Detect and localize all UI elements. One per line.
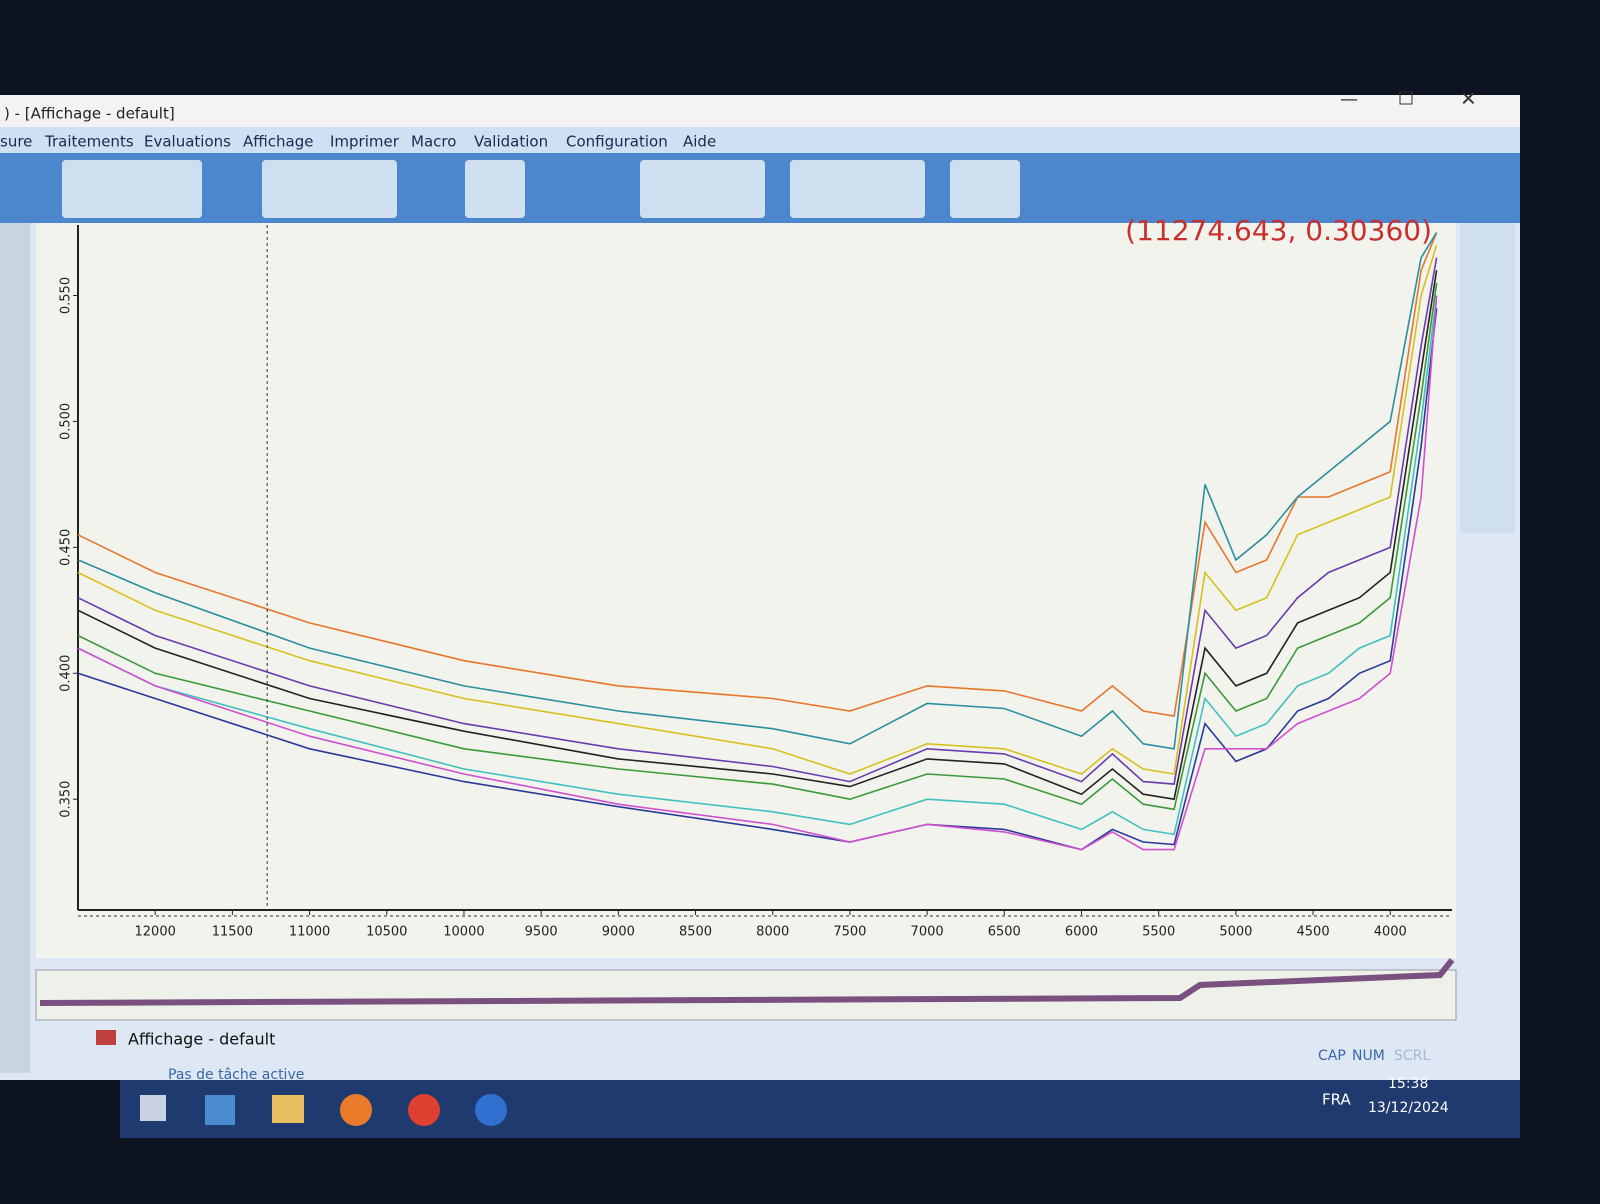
cursor-readout: (11274.643, 0.30360): [1125, 214, 1432, 247]
title-bar: [0, 95, 1520, 127]
overview-strip: [35, 969, 1457, 1021]
tool-group[interactable]: [262, 160, 397, 218]
x-tick-label: 4000: [1374, 925, 1407, 940]
status-scrl: SCRL: [1394, 1048, 1430, 1064]
tool-group[interactable]: [790, 160, 925, 218]
x-tick-label: 9000: [602, 925, 635, 940]
spectrum-line: [77, 282, 1438, 811]
y-tick-label: 0.500: [59, 403, 74, 440]
x-tick-label: 12000: [135, 925, 176, 940]
overview-trace: [39, 958, 1455, 1006]
taskbar: [120, 1080, 1520, 1138]
spectrum-line: [77, 232, 1438, 750]
tab-icon: [96, 1030, 116, 1045]
menu-item[interactable]: Imprimer: [330, 133, 400, 151]
menu-item[interactable]: Traitements: [44, 133, 134, 151]
tool-group[interactable]: [465, 160, 525, 218]
x-tick-label: 7500: [833, 925, 866, 940]
menu-item[interactable]: Evaluations: [144, 133, 231, 151]
menu: sure Traitements Evaluations Affichage Impri…: [0, 133, 716, 151]
menu-item[interactable]: Macro: [411, 133, 456, 151]
left-pane: [0, 223, 30, 1073]
chrome[interactable]: [408, 1094, 440, 1126]
plot-panel: [36, 223, 1456, 958]
menu-bar: [0, 127, 1520, 153]
toolbar-buttons: [62, 160, 1020, 218]
x-tick-label: 8000: [756, 925, 789, 940]
clock-time[interactable]: 15:38: [1388, 1076, 1428, 1092]
menu-item[interactable]: Affichage: [243, 133, 313, 151]
spectrum-line: [77, 232, 1438, 718]
y-tick-label: 0.400: [59, 655, 74, 692]
x-tick-label: 11500: [212, 925, 253, 940]
app-icon[interactable]: [475, 1094, 507, 1126]
window-title: ) - [Affichage - default]: [4, 105, 175, 123]
y-tick-label: 0.450: [59, 529, 74, 566]
tool-group[interactable]: [640, 160, 765, 218]
status-cap: CAP: [1318, 1048, 1346, 1064]
spectrum-line: [77, 308, 1438, 851]
clock-date[interactable]: 13/12/2024: [1368, 1100, 1449, 1116]
x-tick-label: 4500: [1297, 925, 1330, 940]
plot: 0.350 0.400 0.450 0.500 0.550 12000 11500 11000…: [59, 214, 1452, 940]
tab-label[interactable]: Affichage - default: [128, 1030, 275, 1049]
store[interactable]: [205, 1095, 235, 1125]
status-num: NUM: [1352, 1048, 1385, 1064]
tool-group[interactable]: [950, 160, 1020, 218]
y-tick-label: 0.550: [59, 277, 74, 314]
close[interactable]: ✕: [1460, 87, 1477, 111]
x-tick-label: 10000: [443, 925, 484, 940]
x-tick-label: 8500: [679, 925, 712, 940]
app-icon[interactable]: [340, 1094, 372, 1126]
taskbar-icons: [140, 1094, 507, 1126]
minimize[interactable]: —: [1340, 89, 1358, 110]
x-tick-label: 5000: [1219, 925, 1252, 940]
spectrum-line: [77, 270, 1438, 801]
status-task: Pas de tâche active: [168, 1067, 304, 1083]
x-tick-label: 10500: [366, 925, 407, 940]
menu-item[interactable]: sure: [0, 133, 32, 151]
spectrum-line: [77, 257, 1438, 785]
y-tick-label: 0.350: [59, 781, 74, 818]
spectrum-line: [77, 295, 1438, 851]
x-tick-label: 6500: [988, 925, 1021, 940]
task-view[interactable]: [140, 1095, 166, 1121]
x-tick-label: 11000: [289, 925, 330, 940]
x-tick-label: 5500: [1142, 925, 1175, 940]
x-tick-label: 9500: [525, 925, 558, 940]
menu-item[interactable]: Configuration: [566, 133, 668, 151]
menu-item[interactable]: Validation: [474, 133, 548, 151]
spectrum-line: [77, 244, 1438, 775]
x-tick-label: 6000: [1065, 925, 1098, 940]
menu-item[interactable]: Aide: [683, 133, 716, 151]
side-toolbar: [1460, 223, 1515, 533]
language[interactable]: FRA: [1322, 1091, 1351, 1109]
maximize[interactable]: [1399, 91, 1413, 105]
tool-group[interactable]: [62, 160, 202, 218]
spectrum-line: [77, 295, 1438, 836]
x-tick-label: 7000: [911, 925, 944, 940]
explorer[interactable]: [272, 1095, 304, 1123]
